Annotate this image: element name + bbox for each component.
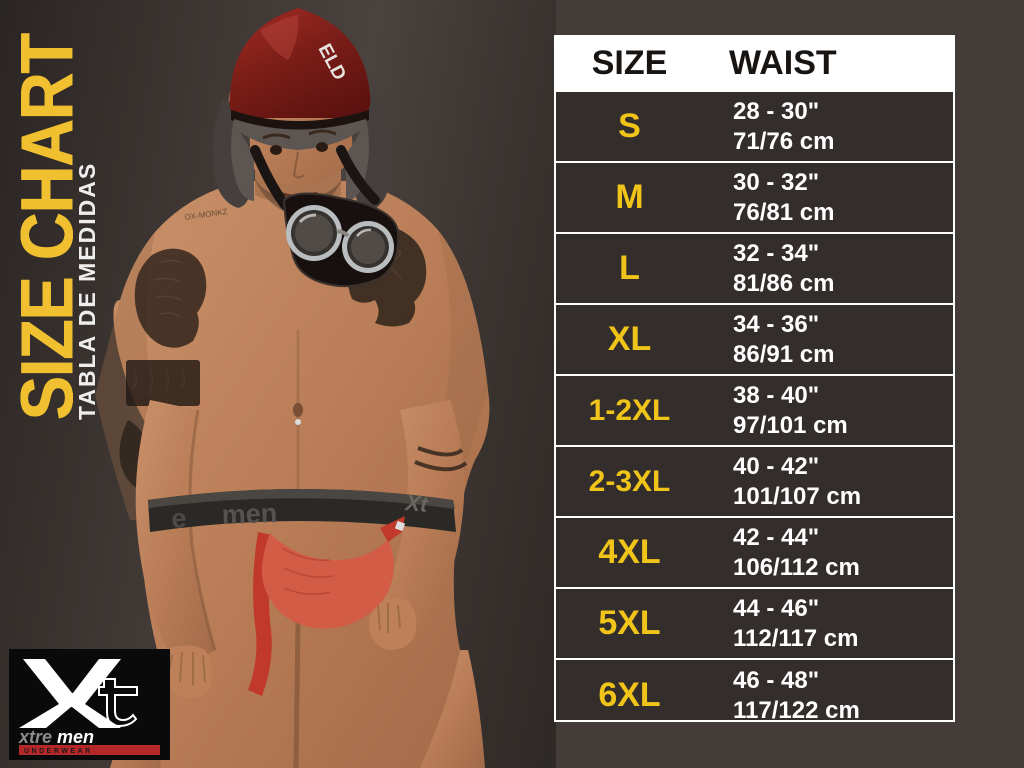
svg-text:e: e (170, 503, 187, 534)
svg-text:men: men (57, 727, 94, 747)
svg-text:men: men (221, 498, 278, 530)
svg-text:Xt: Xt (403, 490, 431, 517)
svg-text:UNDERWEAR: UNDERWEAR (24, 748, 93, 755)
svg-text:xtre: xtre (18, 727, 52, 747)
